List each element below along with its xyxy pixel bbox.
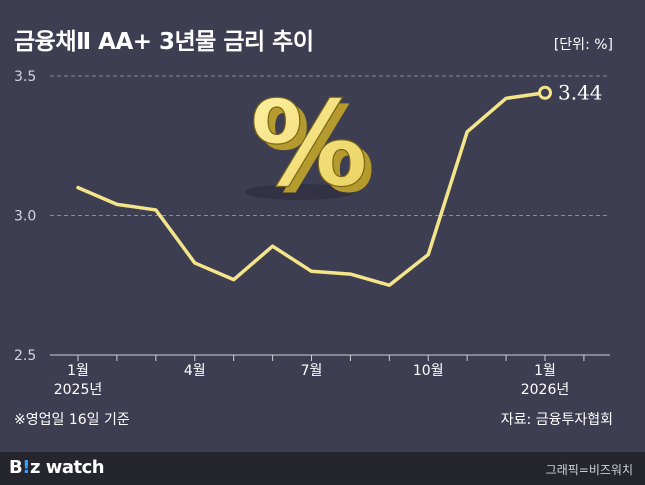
chart-title: 금융채Ⅱ AA+ 3년물 금리 추이	[14, 29, 314, 55]
x-tick-sublabel: 2025년	[54, 382, 103, 398]
line-chart: % % 2.5 3.0 3.5 1월 2025년 4월 7월 10월 1월 2026년 3.44	[14, 69, 610, 398]
series-line	[76, 90, 547, 287]
x-tick-label: 1월	[534, 363, 556, 379]
logo-rest: z watch	[29, 457, 105, 478]
graphic-credit: 그래픽=비즈워치	[545, 463, 633, 477]
footnote: ※영업일 16일 기준	[14, 412, 130, 428]
x-tick-label: 7월	[301, 363, 323, 379]
y-tick-label: 2.5	[14, 348, 36, 364]
svg-text:%: %	[250, 75, 368, 213]
svg-text:%: %	[257, 81, 375, 219]
logo-b: B	[9, 457, 23, 478]
x-tick-label: 4월	[184, 363, 206, 379]
unit-label: [단위: %]	[553, 37, 613, 53]
source-label: 자료: 금융투자협회	[500, 412, 613, 428]
end-value-label: 3.44	[558, 81, 603, 105]
y-tick-label: 3.0	[14, 209, 36, 225]
x-tick-label: 10월	[413, 363, 444, 379]
bizwatch-logo: B!z watch	[9, 457, 105, 478]
y-tick-label: 3.5	[14, 69, 36, 85]
x-tick-sublabel: 2026년	[521, 382, 570, 398]
logo-mark: !	[22, 457, 30, 478]
x-tick-label: 1월	[67, 363, 89, 379]
end-point-marker	[538, 85, 552, 100]
percent-3d-icon: % %	[245, 74, 375, 219]
footer-bar: B!z watch 그래픽=비즈워치	[0, 452, 645, 485]
